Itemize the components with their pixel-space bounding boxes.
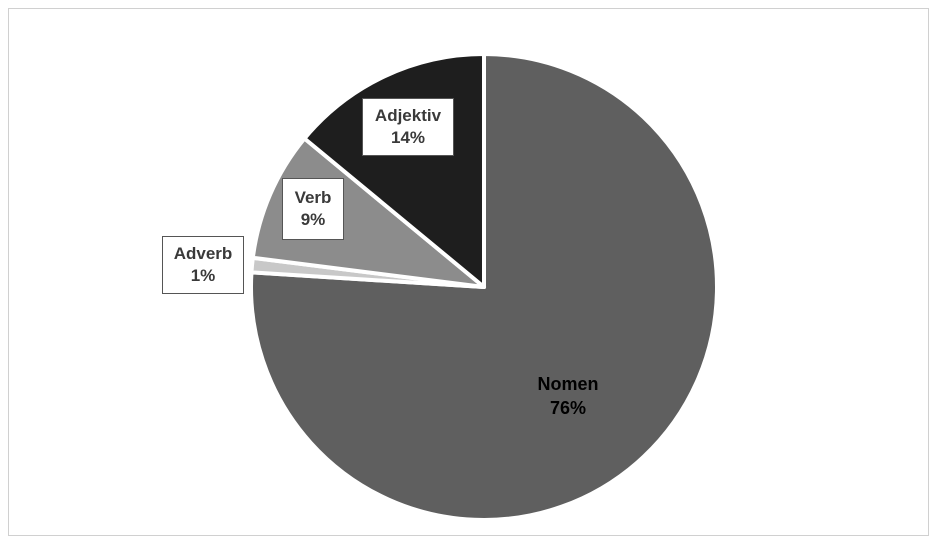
slice-pct-nomen: 76% (549, 398, 587, 418)
slice-pct-adverb: 1% (190, 266, 216, 285)
slice-name-adverb: Adverb (173, 244, 233, 263)
slice-label-verb: Verb 9% (282, 178, 344, 240)
pie-slices (249, 52, 719, 522)
pie-slice-verb (250, 136, 486, 289)
slice-label-adverb: Adverb 1% (162, 236, 244, 294)
slice-label-adjektiv: Adjektiv 14% (362, 98, 454, 156)
slice-name-verb: Verb (294, 188, 332, 207)
slice-name-adjektiv: Adjektiv (374, 106, 442, 125)
slice-pct-adjektiv: 14% (390, 128, 426, 147)
slice-label-nomen: Nomen 76% (508, 368, 628, 424)
slice-pct-verb: 9% (300, 210, 326, 229)
slice-name-nomen: Nomen (537, 374, 599, 394)
